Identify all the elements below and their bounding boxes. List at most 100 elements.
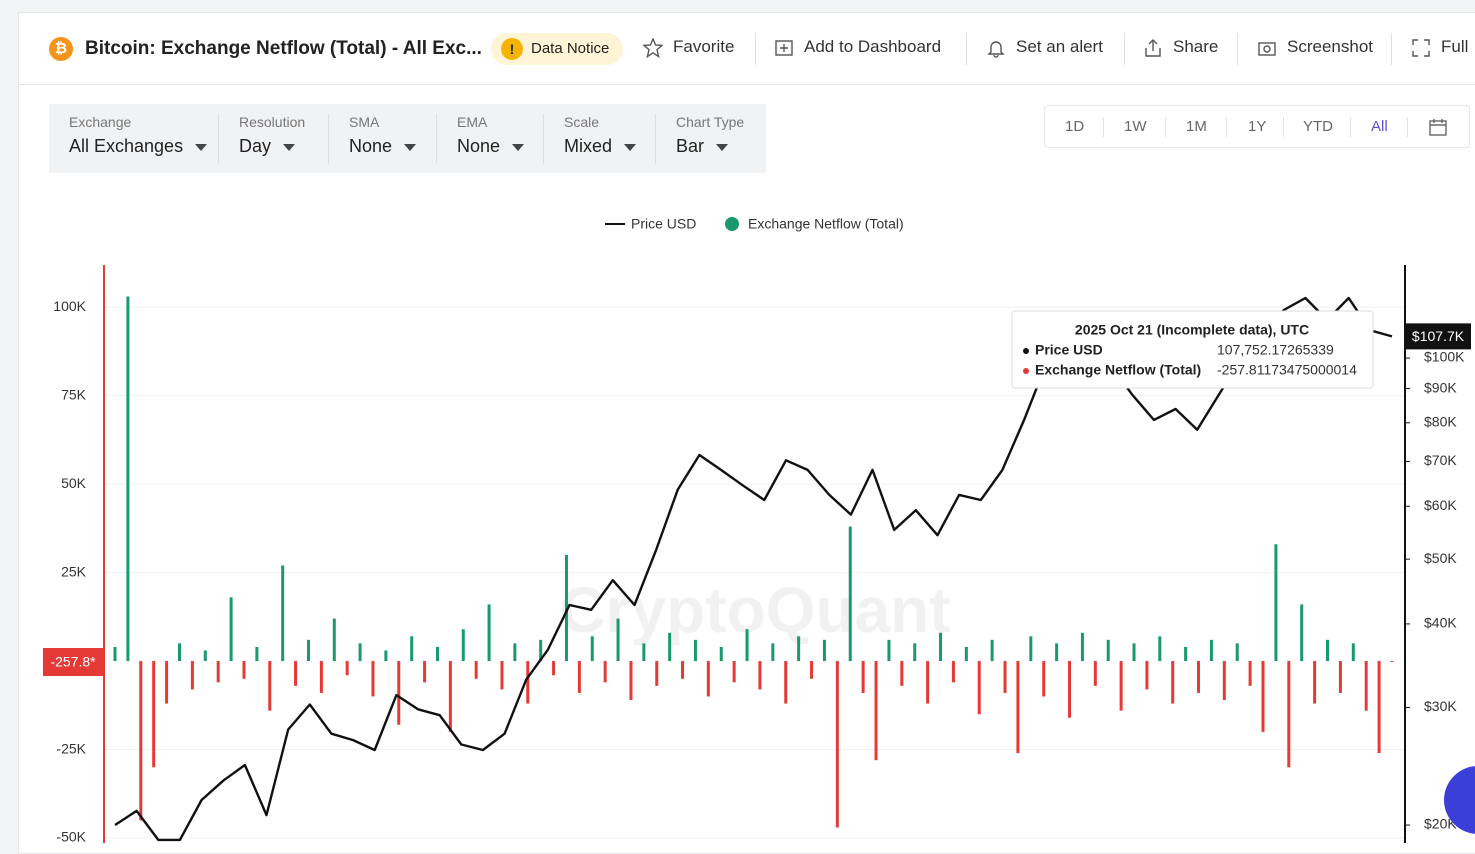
separator xyxy=(1283,117,1284,137)
bar xyxy=(487,604,491,662)
chart-card: ₿ Bitcoin: Exchange Netflow (Total) - Al… xyxy=(18,12,1475,854)
filter-label: Chart Type xyxy=(676,114,745,130)
bar xyxy=(513,643,517,662)
chat-button xyxy=(1444,766,1475,834)
separator xyxy=(436,114,437,164)
legend-label: Exchange Netflow (Total) xyxy=(748,216,904,232)
y-tick-label: -50K xyxy=(56,829,86,843)
filter[interactable]: EMA None xyxy=(457,114,524,164)
separator xyxy=(1226,117,1227,137)
data-notice[interactable]: ! Data Notice xyxy=(491,33,624,65)
range-button[interactable]: 1Y xyxy=(1248,118,1267,135)
filter[interactable]: Exchange All Exchanges xyxy=(69,114,207,164)
y2-tick-label: $70K xyxy=(1424,452,1457,468)
y-tick-label: 75K xyxy=(61,386,87,402)
expand-icon xyxy=(1412,39,1430,57)
bar xyxy=(358,643,362,662)
bar xyxy=(977,661,981,715)
bar xyxy=(1171,661,1175,704)
filter-value: All Exchanges xyxy=(69,136,207,157)
bar xyxy=(706,661,710,697)
tooltip-dot xyxy=(1023,368,1029,374)
bar xyxy=(939,632,943,662)
bar xyxy=(1197,661,1201,693)
tooltip-value: 107,752.17265339 xyxy=(1217,342,1334,358)
alert-button[interactable]: Set an alert xyxy=(986,37,1103,58)
bar xyxy=(1326,639,1330,662)
filter-label: EMA xyxy=(457,114,488,130)
bar xyxy=(242,661,246,679)
bar xyxy=(332,618,336,662)
netflow-label: -257.8* xyxy=(50,654,96,670)
calendar-icon[interactable] xyxy=(1428,117,1448,137)
bar xyxy=(1119,661,1123,711)
bar xyxy=(1080,632,1084,662)
range-button[interactable]: 1M xyxy=(1186,118,1207,135)
y-tick-label: -25K xyxy=(56,740,86,756)
filter-value: Day xyxy=(239,136,305,157)
filter-value: None xyxy=(457,136,524,157)
bar xyxy=(990,639,994,662)
dashboard-button[interactable]: Add to Dashboard xyxy=(774,37,941,57)
filter-value: Bar xyxy=(676,136,744,157)
range-button[interactable]: YTD xyxy=(1303,118,1333,135)
y2-tick-label: $50K xyxy=(1424,550,1457,566)
legend-label: Price USD xyxy=(631,216,696,232)
separator xyxy=(755,33,756,65)
filter-value: Mixed xyxy=(564,136,636,157)
bar xyxy=(384,650,388,662)
filter[interactable]: Scale Mixed xyxy=(564,114,636,164)
screenshot-button[interactable]: Screenshot xyxy=(1257,37,1373,57)
filter-label: Scale xyxy=(564,114,600,130)
bar xyxy=(216,661,220,683)
bar xyxy=(319,661,323,693)
action-label: Screenshot xyxy=(1287,37,1373,56)
bar xyxy=(306,639,310,662)
separator xyxy=(218,114,219,164)
fullscreen-button[interactable]: Full xyxy=(1411,37,1468,57)
bar xyxy=(874,661,878,761)
bar xyxy=(113,646,117,662)
bar xyxy=(294,661,298,686)
bar xyxy=(268,661,272,711)
bar xyxy=(1042,661,1046,697)
notice-icon: ! xyxy=(501,38,523,60)
dashboard-icon xyxy=(775,40,793,56)
range-button[interactable]: 1W xyxy=(1124,118,1147,135)
action-label: Set an alert xyxy=(1016,37,1103,56)
filter[interactable]: SMA None xyxy=(349,114,416,164)
filter-label: Resolution xyxy=(239,114,306,130)
bar xyxy=(190,661,194,690)
bar xyxy=(590,636,594,662)
filter[interactable]: Chart Type Bar xyxy=(676,114,744,164)
bar xyxy=(435,646,439,662)
bar xyxy=(1093,661,1097,686)
bar xyxy=(229,597,233,662)
netflow-label-box xyxy=(43,647,104,676)
legend-dot xyxy=(725,217,739,231)
bar xyxy=(126,296,130,662)
bar xyxy=(732,661,736,683)
bar xyxy=(771,643,775,662)
range-button[interactable]: All xyxy=(1371,118,1388,135)
bar xyxy=(913,643,917,662)
bar xyxy=(255,646,259,662)
bar xyxy=(1029,636,1033,662)
separator xyxy=(1237,33,1238,65)
bar xyxy=(371,661,375,697)
bar xyxy=(474,661,478,679)
bar xyxy=(1261,661,1265,732)
bar xyxy=(345,661,349,676)
bar xyxy=(165,661,169,704)
filter[interactable]: Resolution Day xyxy=(239,114,305,164)
tooltip-box xyxy=(1011,310,1374,389)
share-button[interactable]: Share xyxy=(1143,37,1218,57)
favorite-button[interactable]: Favorite xyxy=(643,37,734,58)
bar xyxy=(1313,661,1317,704)
bitcoin-logo: ₿ xyxy=(49,37,73,61)
bar xyxy=(642,643,646,662)
bar xyxy=(552,661,556,676)
filter-label: Exchange xyxy=(69,114,132,130)
share-icon xyxy=(1145,39,1161,57)
range-button[interactable]: 1D xyxy=(1065,118,1085,135)
